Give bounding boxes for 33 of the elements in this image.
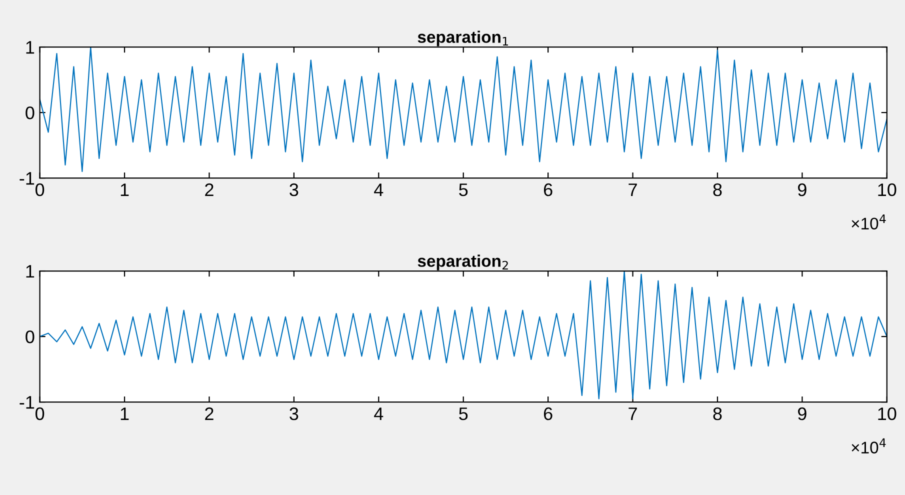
x-tick-label: 7 xyxy=(628,408,637,420)
chart-title: separation$_{1}$ xyxy=(418,30,508,46)
x-tick-label: 1 xyxy=(120,408,129,420)
y-tick-label: 0 xyxy=(26,330,34,344)
x-tick-label: 10 xyxy=(878,183,896,196)
x-tick-label: 6 xyxy=(544,407,552,420)
x-tick-label: 4 xyxy=(374,408,384,420)
x-tick-label: 2 xyxy=(205,183,214,196)
x-tick-label: 3 xyxy=(290,407,298,420)
y-tick-label: 1 xyxy=(26,41,34,54)
line-series xyxy=(40,271,887,400)
text: ×10$^{4}$ xyxy=(852,438,886,454)
x-tick-label: 1 xyxy=(120,184,129,196)
x-tick-label: 4 xyxy=(374,184,384,196)
x-tick-label: 9 xyxy=(798,183,806,196)
y-tick-label: -1 xyxy=(20,172,34,185)
x-tick-label: 0 xyxy=(36,407,44,420)
y-tick-label: -1 xyxy=(20,396,34,409)
x-tick-label: 9 xyxy=(798,407,806,420)
y-tick-label: 0 xyxy=(26,106,34,120)
x-tick-label: 10 xyxy=(878,407,896,420)
x-tick-label: 5 xyxy=(459,408,468,420)
x-tick-label: 8 xyxy=(713,407,722,420)
text: ×10$^{4}$ xyxy=(852,214,886,230)
chart-title: separation$_{2}$ xyxy=(418,254,508,270)
x-tick-label: 8 xyxy=(713,183,722,196)
x-tick-label: 5 xyxy=(459,184,468,196)
x-tick-label: 2 xyxy=(205,407,214,420)
x-tick-label: 0 xyxy=(36,183,44,196)
x-tick-label: 3 xyxy=(290,183,298,196)
y-tick-label: 1 xyxy=(26,265,34,278)
x-tick-label: 7 xyxy=(628,184,637,196)
x-tick-label: 6 xyxy=(544,183,552,196)
